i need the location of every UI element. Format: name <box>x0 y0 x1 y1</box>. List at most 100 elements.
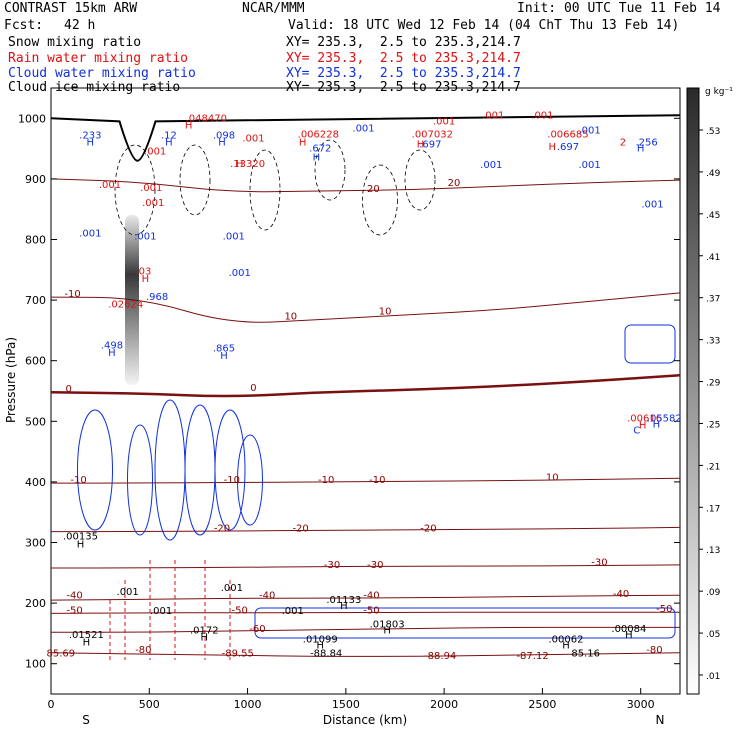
contour-label: -50 <box>656 604 672 615</box>
model-title: CONTRAST 15km ARW <box>4 1 138 16</box>
isotherm-0 <box>50 373 681 398</box>
contour-label: .001 <box>641 199 663 210</box>
colorbar-level: .29 <box>706 379 721 389</box>
contour-label: -89.55 <box>222 648 254 659</box>
contour-label: -30 <box>324 560 340 571</box>
rain-contours <box>109 560 231 660</box>
contour-label: -80 <box>135 645 151 656</box>
contour-label: .05582 <box>647 413 682 424</box>
y-tick-label: 800 <box>25 234 46 247</box>
contour-label: .865 <box>213 344 235 355</box>
contour-label: .007032 <box>412 130 453 141</box>
contour-label: -87.12 <box>516 651 548 662</box>
contour-label: .01803 <box>370 619 405 630</box>
contour-label: .001 <box>144 147 166 158</box>
y-tick-label: 600 <box>25 355 46 368</box>
north-endpoint: N <box>656 713 665 727</box>
contour-label: .00084 <box>611 624 646 635</box>
contour-label: -10 <box>369 475 385 486</box>
contour-label: .00616 <box>627 413 662 424</box>
colorbar-level: .53 <box>706 127 720 137</box>
contour-label: 10 <box>546 473 559 484</box>
forecast-label: Fcst: <box>4 18 44 33</box>
terrain-line <box>50 114 681 162</box>
contour-label: H <box>87 138 95 149</box>
contour-label: .001 <box>578 125 600 136</box>
contour-label: -40 <box>66 590 82 601</box>
contour-label: H <box>165 138 173 149</box>
contour-label: -10 <box>224 475 240 486</box>
snow-contour <box>404 149 436 211</box>
colorbar-level: .45 <box>706 211 720 221</box>
contour-label: .001 <box>242 133 264 144</box>
contour-label: -50 <box>232 605 248 616</box>
contour-label: .001 <box>282 606 304 617</box>
contour-label: 20 <box>367 184 380 195</box>
contour-label: .001 <box>79 228 101 239</box>
contour-label: 10 <box>284 311 297 322</box>
y-tick-label: 1000 <box>18 112 46 125</box>
snow-contours <box>114 139 436 236</box>
contour-label: H <box>299 138 307 149</box>
plot-frame <box>50 87 681 695</box>
upper-cloud-cell <box>624 324 676 364</box>
contour-label: .233 <box>79 130 101 141</box>
cloud-water-contour <box>127 424 153 536</box>
field-rain-xy: XY= 235.3, 2.5 to 235.3,214.7 <box>286 51 521 66</box>
snow-contour <box>249 149 281 231</box>
valid-time: Valid: 18 UTC Wed 12 Feb 14 (04 ChT Thu … <box>288 18 680 33</box>
contour-label: H <box>637 144 645 155</box>
contour-label: .001 <box>117 587 139 598</box>
y-tick-label: 200 <box>25 597 46 610</box>
contour-label: .02624 <box>108 299 143 310</box>
contour-label: .006685 <box>547 130 588 141</box>
contour-label: H <box>383 625 391 636</box>
cloud-water-contour <box>184 404 216 536</box>
x-tick-label: 2000 <box>430 698 458 711</box>
contour-label: .672 <box>309 144 331 155</box>
contour-label: 2 <box>620 138 626 149</box>
isotherm--10 <box>51 477 681 484</box>
contour-label: .03 <box>135 267 151 278</box>
contour-label: .001 <box>352 124 374 135</box>
contour-label: 85.16 <box>571 648 600 659</box>
contour-label: .968 <box>146 292 168 303</box>
contour-label: H <box>639 421 647 432</box>
y-axis-label: Pressure (hPa) <box>4 337 18 423</box>
contour-label: C <box>633 425 640 436</box>
org-title: NCAR/MMM <box>242 1 305 16</box>
contour-label: .13320 <box>230 159 265 170</box>
y-tick-label: 900 <box>25 173 46 186</box>
contour-label: .098 <box>213 130 235 141</box>
isotherm--50 <box>50 611 680 614</box>
contour-label: -30 <box>367 560 383 571</box>
x-axis-label: Distance (km) <box>323 713 407 727</box>
contour-label: .256 <box>635 138 657 149</box>
contour-label: 20 <box>448 178 461 189</box>
contour-label: H <box>417 139 425 150</box>
snow-contour <box>314 139 346 201</box>
colorbar-level: .09 <box>706 588 721 598</box>
contour-label: H <box>236 159 244 170</box>
contour-label: -20 <box>420 524 436 535</box>
contour-label: H <box>313 153 321 164</box>
isotherm--40 <box>50 594 681 601</box>
x-tick-label: 0 <box>48 698 55 711</box>
field-snow-xy: XY= 235.3, 2.5 to 235.3,214.7 <box>286 35 521 50</box>
snow-contour <box>179 144 211 216</box>
contour-label: .001 <box>223 232 245 243</box>
x-axis-ticks: 0 500 1000 1500 2000 2500 3000 <box>48 688 655 711</box>
contour-label: H <box>317 641 325 652</box>
contour-label: 0 <box>250 383 256 394</box>
contour-label: H <box>185 121 193 132</box>
colorbar-level: .17 <box>706 504 720 514</box>
contour-label: -60 <box>249 624 265 635</box>
contour-label: -10 <box>318 475 334 486</box>
contour-label: H <box>142 274 150 285</box>
cloud-water-contour <box>77 409 113 531</box>
y-tick-label: 300 <box>25 537 46 550</box>
contour-label: -10 <box>64 289 80 300</box>
x-tick-label: 500 <box>139 698 160 711</box>
y-tick-label: 700 <box>25 294 46 307</box>
contour-label: .001 <box>221 583 243 594</box>
